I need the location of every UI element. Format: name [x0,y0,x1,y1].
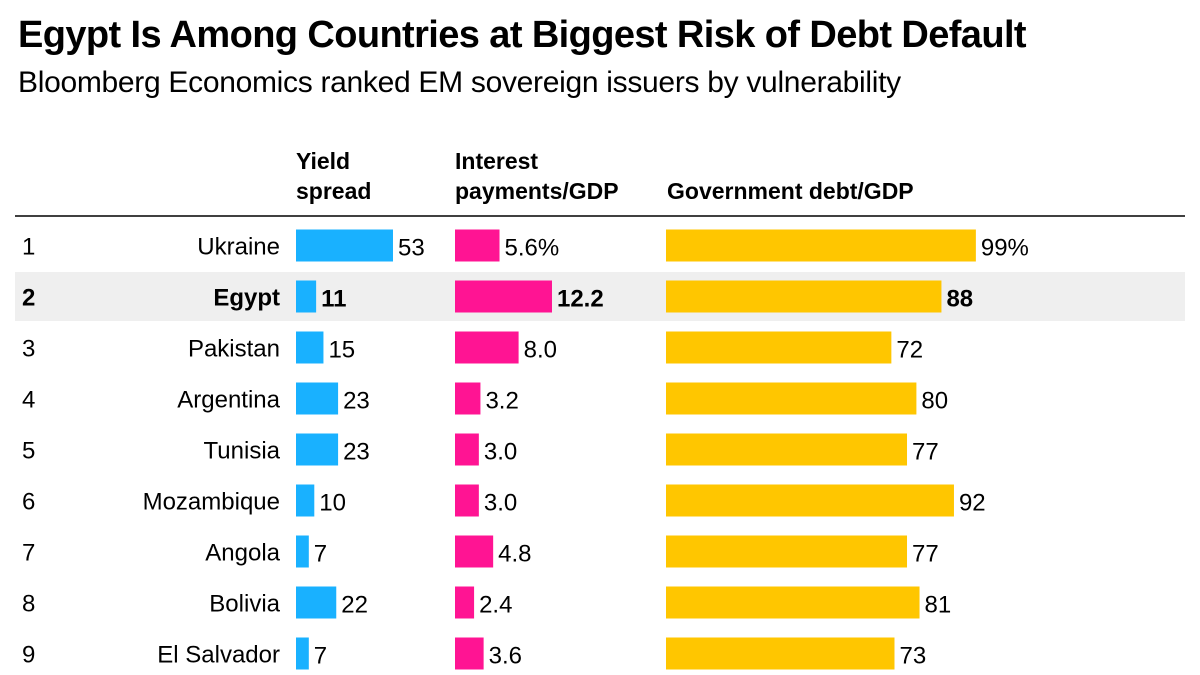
bar-series-1 [296,331,324,364]
data-label: 72 [896,337,923,364]
rank-label: 3 [22,336,35,363]
bar-series-2 [455,280,552,313]
header-interest-line-2: payments/GDP [455,178,619,204]
data-label: 92 [959,490,986,517]
data-label: 81 [925,592,952,619]
country-label: Angola [205,540,280,567]
data-label: 3.2 [485,388,518,415]
header-government-debt: Government debt/GDP [667,176,914,206]
bar-series-2 [455,229,500,262]
bar-series-1 [296,484,315,517]
bar-series-3 [666,637,895,670]
country-label: Mozambique [143,489,280,516]
data-label: 77 [912,541,939,568]
data-label: 23 [343,439,370,466]
country-label: Tunisia [204,438,281,465]
data-label: 3.0 [484,490,517,517]
data-label: 7 [314,643,327,670]
bar-series-1 [296,637,309,670]
data-label: 12.2 [557,286,604,313]
bar-series-2 [455,484,479,517]
bar-series-1 [296,382,339,415]
bar-series-1 [296,586,337,619]
country-label: El Salvador [157,642,280,669]
bar-series-2 [455,331,519,364]
rank-label: 4 [22,387,35,414]
country-label: Pakistan [188,336,280,363]
bar-series-3 [666,229,976,262]
bar-series-3 [666,433,908,466]
data-label: 88 [946,286,973,313]
bar-series-1 [296,535,309,568]
data-label: 77 [912,439,939,466]
country-label: Egypt [213,285,280,312]
data-label: 10 [319,490,346,517]
header-yield-spread: Yield spread [296,146,371,206]
header-yield-spread-line-1: Yield [296,148,351,174]
bar-series-3 [666,535,908,568]
rank-label: 2 [22,285,35,312]
bar-series-3 [666,382,917,415]
bar-series-1 [296,229,393,262]
rank-label: 5 [22,438,35,465]
data-label: 53 [398,235,425,262]
data-label: 2.4 [479,592,512,619]
country-label: Bolivia [209,591,280,618]
chart-title: Egypt Is Among Countries at Biggest Risk… [18,14,1027,56]
bar-series-3 [666,484,954,517]
rank-label: 6 [22,489,35,516]
data-label: 3.0 [484,439,517,466]
highlight-row-egypt [15,272,1185,321]
header-yield-spread-line-2: spread [296,178,372,204]
bar-series-2 [455,382,481,415]
bar-series-1 [296,280,317,313]
country-label: Ukraine [197,234,280,261]
bar-series-1 [296,433,339,466]
data-label: 73 [899,643,926,670]
rank-label: 1 [22,234,35,261]
country-label: Argentina [177,387,280,414]
data-label: 5.6% [505,235,560,262]
rank-label: 7 [22,540,35,567]
bar-series-2 [455,535,494,568]
data-label: 99% [981,235,1029,262]
data-label: 15 [328,337,355,364]
data-label: 8.0 [524,337,557,364]
rank-label: 8 [22,591,35,618]
bar-series-3 [666,331,892,364]
data-label: 22 [341,592,368,619]
bar-series-2 [455,637,484,670]
bar-series-2 [455,586,475,619]
data-label: 80 [921,388,948,415]
rank-label: 9 [22,642,35,669]
data-label: 23 [343,388,370,415]
header-interest-payments: Interest payments/GDP [455,146,619,206]
data-label: 11 [321,286,346,313]
bar-series-3 [666,280,942,313]
bar-series-3 [666,586,920,619]
chart-subtitle: Bloomberg Economics ranked EM sovereign … [18,66,901,99]
data-label: 3.6 [489,643,522,670]
data-label: 7 [314,541,327,568]
data-label: 4.8 [498,541,531,568]
header-interest-line-1: Interest [455,148,539,174]
bar-series-2 [455,433,479,466]
header-debt-line-1: Government debt/GDP [667,178,914,204]
